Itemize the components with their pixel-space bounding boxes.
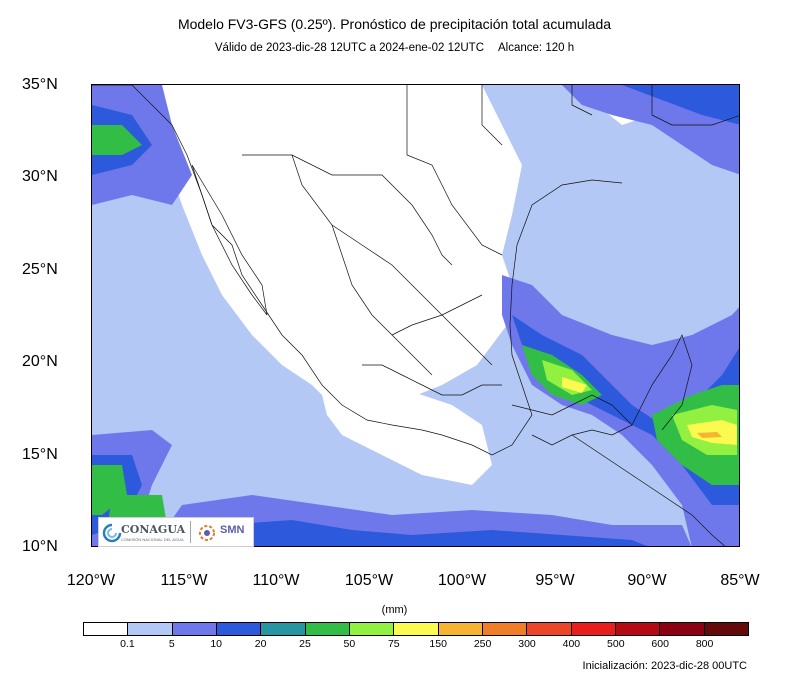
colorbar-cell — [305, 623, 350, 635]
colorbar-level-label: 500 — [607, 638, 625, 650]
colorbar-level-label: 300 — [518, 638, 536, 650]
logo-divider — [190, 521, 191, 543]
lat-label-20n: 20°N — [22, 353, 58, 370]
colorbar-cell — [527, 623, 572, 635]
colorbar-cell — [438, 623, 483, 635]
logo-panel: CONAGUA COMISIÓN NACIONAL DEL AGUA SMN — [98, 517, 254, 547]
lon-label-110w: 110°W — [252, 572, 300, 589]
colorbar-cell — [660, 623, 705, 635]
colorbar-level-label: 75 — [387, 638, 400, 650]
colorbar-cell — [482, 623, 528, 635]
lon-label-90w: 90°W — [627, 572, 667, 589]
colorbar-level-label: 5 — [168, 638, 175, 650]
smn-logo-icon — [199, 525, 215, 541]
colorbar-level-label: 400 — [562, 638, 581, 650]
colorbar-cell — [615, 623, 661, 635]
colorbar-cell — [394, 623, 439, 635]
precipitation-map — [91, 84, 740, 547]
lat-label-30n: 30°N — [22, 168, 58, 185]
initialization-time: Inicialización: 2023-dic-28 00UTC — [582, 660, 747, 672]
colorbar-level-label: 25 — [299, 638, 311, 650]
legend-colorbar — [83, 622, 749, 636]
colorbar-cell — [349, 623, 395, 635]
colorbar-cell — [261, 623, 306, 635]
map-subtitle: Válido de 2023-dic-28 12UTC a 2024-ene-0… — [0, 42, 789, 54]
forecast-range: Alcance: 120 h — [498, 42, 575, 54]
lon-label-100w: 100°W — [437, 572, 487, 589]
lon-label-85w: 85°W — [720, 572, 760, 589]
conagua-logo: CONAGUA — [121, 523, 186, 536]
colorbar-level-label: 0.1 — [120, 638, 135, 650]
lat-label-10n: 10°N — [22, 538, 58, 555]
smn-logo: SMN — [220, 524, 245, 536]
colorbar-level-label: 150 — [429, 638, 447, 650]
lon-label-120w: 120°W — [66, 572, 116, 589]
conagua-logo-icon — [102, 523, 122, 543]
lon-label-95w: 95°W — [535, 572, 575, 589]
colorbar-level-label: 20 — [254, 638, 267, 650]
colorbar-level-label: 50 — [343, 638, 356, 650]
colorbar-level-label: 800 — [695, 638, 714, 650]
valid-period: Válido de 2023-dic-28 12UTC a 2024-ene-0… — [214, 42, 485, 54]
lat-label-25n: 25°N — [22, 261, 58, 278]
colorbar-level-label: 600 — [651, 638, 669, 650]
colorbar-level-label: 250 — [473, 638, 492, 650]
colorbar-cell — [571, 623, 616, 635]
colorbar-cell — [128, 623, 173, 635]
map-title: Modelo FV3-GFS (0.25º). Pronóstico de pr… — [177, 16, 612, 32]
conagua-logo-subtitle: COMISIÓN NACIONAL DEL AGUA — [121, 537, 184, 542]
colorbar-cell — [216, 623, 262, 635]
colorbar-level-label: 10 — [210, 638, 223, 650]
legend-units: (mm) — [381, 604, 408, 616]
lat-label-15n: 15°N — [22, 446, 58, 463]
colorbar-cell — [704, 623, 748, 635]
lat-label-35n: 35°N — [22, 76, 58, 93]
colorbar-cell — [84, 623, 129, 635]
lon-label-105w: 105°W — [344, 572, 394, 589]
colorbar-cell — [172, 623, 217, 635]
map-canvas — [92, 85, 739, 546]
lon-label-115w: 115°W — [160, 572, 208, 589]
